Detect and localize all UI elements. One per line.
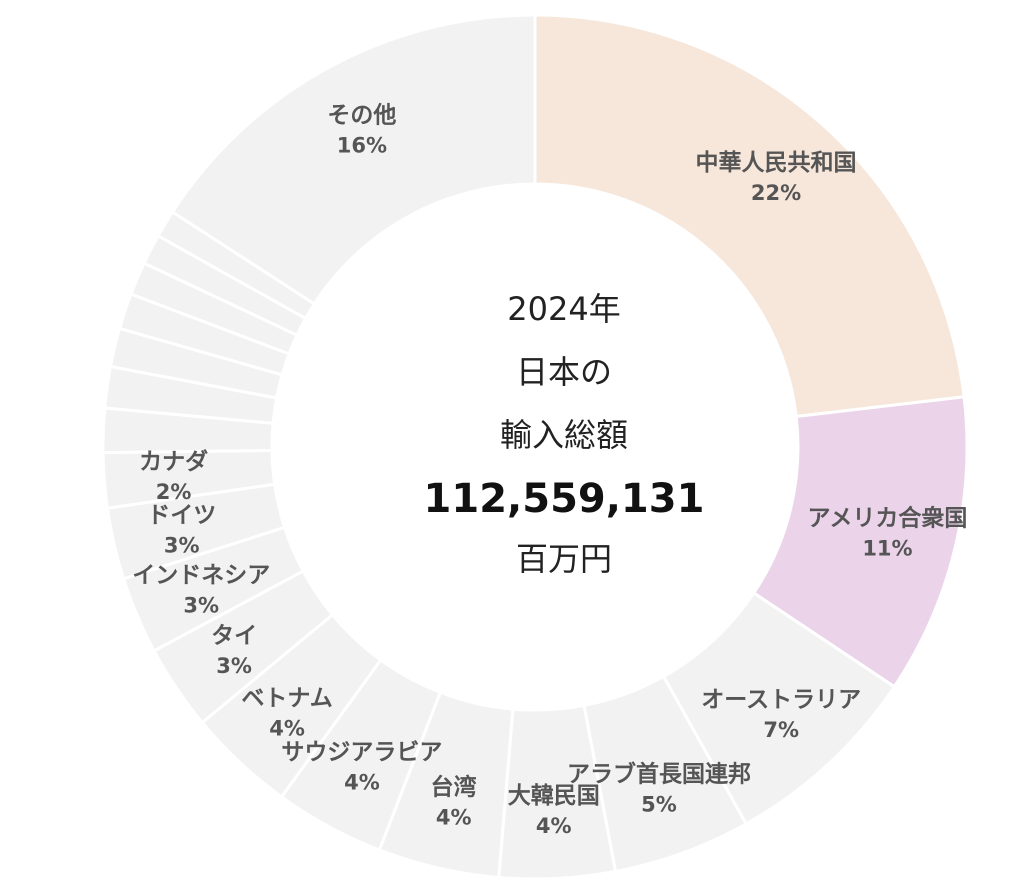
segment-pct-3: 5% [641, 793, 677, 817]
segment-pct-10: 3% [164, 533, 200, 557]
segment-pct-11: 2% [156, 480, 192, 504]
segment-pct-5: 4% [436, 805, 472, 829]
donut-segment-0 [533, 13, 966, 419]
segment-label-10: ドイツ 3% [147, 502, 216, 557]
center-total: 112,559,131 [424, 476, 705, 522]
segment-label-4: 大韓民国 4% [508, 782, 600, 838]
segment-pct-1: 11% [862, 537, 912, 561]
segment-label-9: インドネシア 3% [132, 562, 270, 617]
segment-name-11: カナダ [139, 448, 208, 475]
segment-name-1: アメリカ合衆国 [808, 505, 968, 532]
segment-pct-9: 3% [183, 593, 219, 617]
segment-label-3: アラブ首長国連邦 5% [567, 761, 751, 817]
segment-name-5: 台湾 [431, 773, 477, 800]
segment-label-7: ベトナム 4% [241, 685, 332, 740]
segment-label-2: オーストラリア 7% [701, 687, 861, 742]
segment-label-19: その他 16% [327, 102, 396, 157]
segment-pct-2: 7% [763, 718, 799, 742]
segments-layer [101, 13, 969, 881]
segment-label-5: 台湾 4% [431, 773, 477, 829]
segment-name-0: 中華人民共和国 [695, 149, 856, 176]
segment-name-10: ドイツ [147, 502, 216, 528]
segment-pct-19: 16% [337, 133, 387, 157]
center-year: 2024年 [507, 290, 620, 328]
segment-name-8: タイ [211, 623, 257, 649]
labels-layer: 中華人民共和国 22% アメリカ合衆国 11% オーストラリア 7% アラブ首長国連邦 5% 大… [132, 102, 967, 838]
center-label: 2024年 日本の 輸入総額 112,559,131 百万円 [424, 290, 705, 578]
center-line1: 日本の [516, 353, 612, 391]
segment-pct-6: 4% [344, 771, 380, 795]
center-line2: 輸入総額 [500, 416, 628, 454]
center-unit: 百万円 [516, 540, 612, 578]
donut-segment-19 [170, 13, 537, 306]
segment-name-3: アラブ首長国連邦 [567, 761, 751, 788]
segment-pct-4: 4% [536, 814, 572, 838]
segment-pct-8: 3% [216, 654, 252, 678]
segment-name-19: その他 [327, 102, 396, 128]
segment-label-6: サウジアラビア 4% [281, 740, 442, 795]
segment-label-11: カナダ 2% [139, 448, 208, 504]
segment-name-4: 大韓民国 [508, 782, 600, 809]
segment-name-7: ベトナム [241, 685, 332, 711]
segment-label-1: アメリカ合衆国 11% [808, 505, 968, 561]
segment-name-6: サウジアラビア [281, 740, 442, 766]
segment-label-0: 中華人民共和国 22% [695, 149, 856, 205]
segment-pct-0: 22% [751, 181, 801, 205]
segment-label-8: タイ 3% [211, 623, 257, 678]
segment-name-9: インドネシア [132, 562, 270, 588]
segment-pct-7: 4% [269, 716, 305, 740]
segment-name-2: オーストラリア [701, 687, 861, 713]
